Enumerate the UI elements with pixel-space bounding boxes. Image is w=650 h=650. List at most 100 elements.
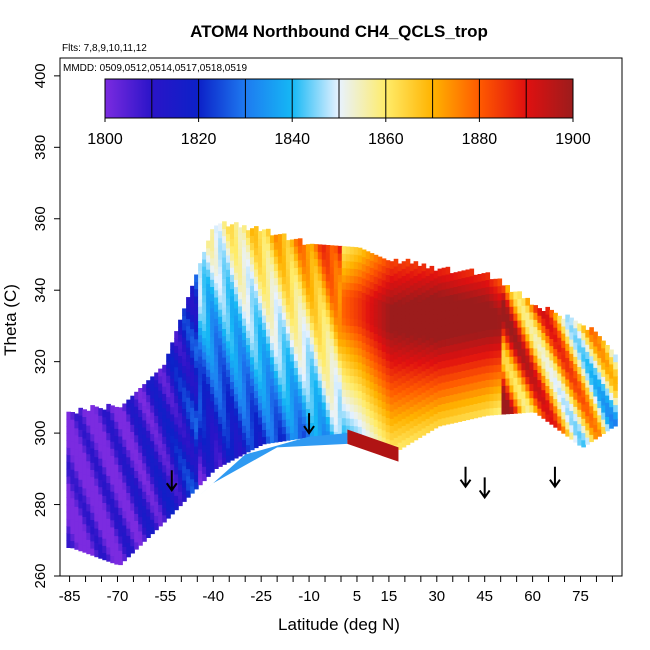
field-cell (505, 349, 510, 358)
field-cell (242, 282, 247, 290)
field-cell (242, 353, 247, 362)
field-cell (82, 437, 87, 446)
field-cell (70, 462, 75, 470)
field-cell (218, 373, 223, 382)
field-cell (537, 350, 542, 359)
field-cell (106, 518, 111, 526)
field-cell (313, 251, 319, 259)
field-cell (273, 284, 279, 293)
field-cell (453, 365, 459, 373)
field-cell (277, 427, 283, 435)
field-cell (206, 404, 211, 413)
field-cell (242, 332, 247, 341)
field-cell (453, 372, 459, 380)
field-cell (457, 357, 463, 365)
field-cell (417, 365, 423, 374)
field-cell (553, 370, 558, 378)
field-cell (194, 460, 199, 468)
field-cell (609, 406, 614, 415)
field-cell (102, 523, 107, 532)
field-cell (313, 265, 319, 274)
field-cell (429, 423, 435, 431)
field-cell (325, 302, 331, 310)
field-cell (585, 379, 590, 388)
field-cell (202, 280, 207, 289)
field-cell (445, 359, 451, 368)
field-cell (277, 284, 283, 292)
field-cell (517, 312, 522, 321)
field-cell (230, 367, 235, 375)
field-cell (246, 244, 251, 253)
field-cell (349, 404, 355, 412)
field-cell (178, 326, 183, 335)
field-cell (429, 330, 435, 338)
field-cell (605, 395, 610, 403)
field-cell (198, 470, 203, 479)
field-cell (489, 322, 495, 330)
field-cell (321, 280, 327, 289)
field-cell (86, 517, 91, 526)
field-cell (297, 359, 303, 368)
field-cell (573, 384, 578, 393)
field-cell (397, 320, 403, 329)
field-cell (489, 386, 495, 394)
field-cell (405, 351, 411, 360)
field-cell (333, 309, 339, 318)
field-cell (174, 431, 179, 439)
field-cell (321, 430, 327, 439)
field-cell (138, 480, 143, 489)
field-cell (593, 424, 598, 433)
field-cell (154, 408, 159, 416)
field-cell (206, 397, 211, 406)
field-cell (469, 340, 475, 348)
field-cell (605, 380, 610, 389)
field-cell (174, 338, 179, 346)
field-cell (242, 425, 247, 433)
field-cell (289, 411, 295, 419)
field-cell (305, 251, 311, 260)
field-cell (357, 369, 363, 377)
field-cell (138, 423, 143, 432)
field-cell (254, 347, 259, 356)
field-cell (250, 228, 255, 236)
field-cell (266, 293, 271, 301)
field-cell (182, 437, 187, 445)
field-cell (473, 353, 479, 362)
field-cell (469, 325, 475, 334)
field-cell (317, 365, 323, 374)
field-cell (170, 399, 175, 408)
field-cell (198, 356, 203, 364)
field-cell (82, 466, 87, 475)
field-cell (573, 349, 578, 357)
field-cell (74, 477, 79, 486)
field-cell (457, 299, 463, 308)
field-cell (266, 257, 271, 265)
field-cell (273, 434, 279, 443)
field-cell (377, 399, 383, 408)
field-cell (126, 471, 131, 479)
field-cell (345, 360, 351, 369)
field-cell (333, 245, 339, 254)
field-cell (333, 388, 339, 397)
field-cell (285, 254, 291, 263)
field-cell (357, 354, 363, 363)
field-cell (86, 489, 91, 498)
field-cell (345, 318, 351, 326)
field-cell (521, 369, 526, 378)
field-cell (194, 274, 199, 283)
field-cell (457, 399, 463, 408)
field-cell (585, 365, 590, 374)
field-cell (254, 411, 259, 420)
field-cell (361, 320, 367, 329)
field-cell (250, 392, 255, 401)
field-cell (178, 376, 183, 385)
field-cell (242, 239, 247, 248)
field-cell (389, 418, 395, 426)
field-cell (505, 328, 510, 336)
field-cell (178, 476, 183, 485)
field-cell (545, 371, 550, 379)
field-cell (613, 383, 618, 391)
field-cell (513, 398, 518, 407)
field-cell (94, 542, 99, 551)
